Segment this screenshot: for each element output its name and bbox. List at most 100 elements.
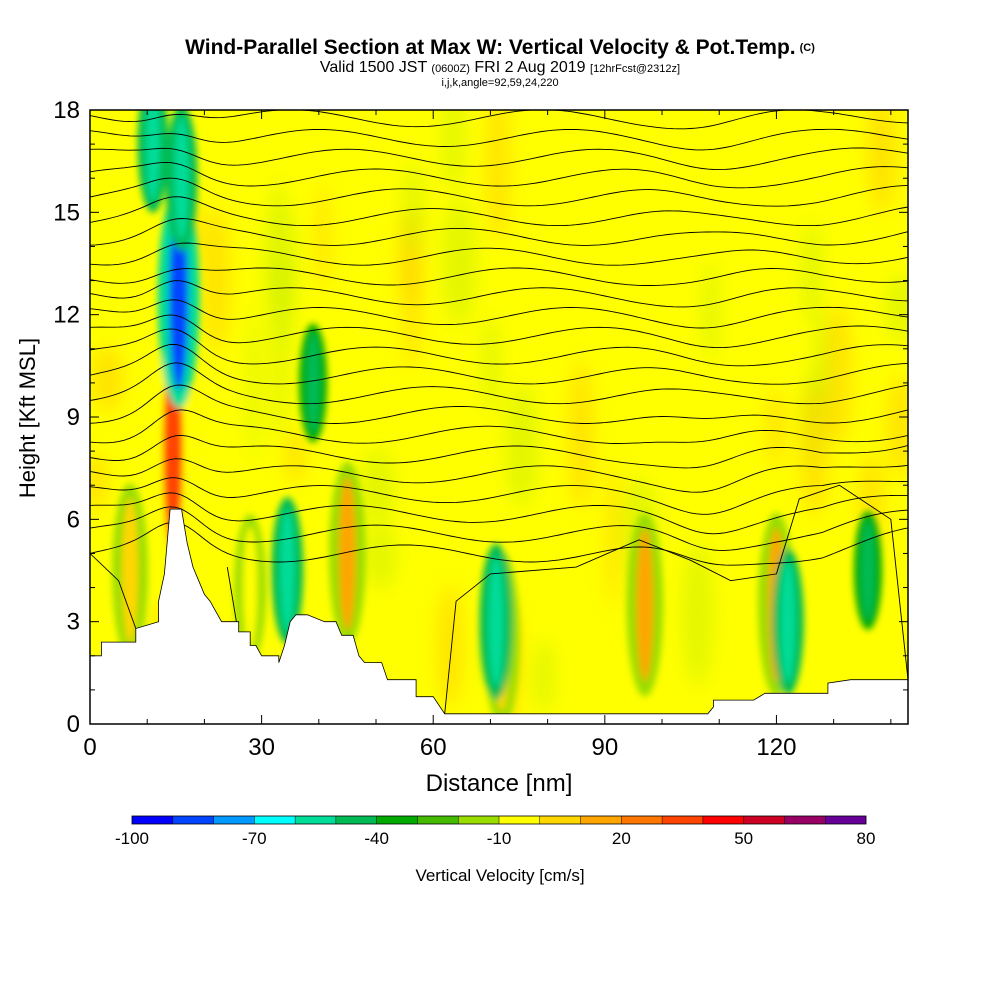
- section-params: i,j,k,angle=92,59,24,220: [441, 77, 559, 89]
- isentrope-line: [90, 458, 908, 493]
- potential-temperature-contours: [90, 40, 908, 714]
- field-texture-blob: [505, 384, 539, 507]
- field-texture-blob: [801, 220, 823, 322]
- y-tick-label: 15: [53, 199, 80, 226]
- colorbar-swatch: [254, 816, 296, 824]
- downdraft-cell: [174, 117, 189, 240]
- colorbar-swatch: [784, 816, 826, 824]
- x-tick-label: 30: [248, 734, 275, 761]
- field-texture-blob: [702, 261, 720, 362]
- field-texture-blob: [91, 345, 124, 412]
- field-texture-blob: [90, 451, 108, 512]
- field-texture-blob: [365, 523, 397, 589]
- colorbar-swatch: [295, 816, 337, 824]
- isentrope-line: [90, 434, 908, 469]
- x-tick-label: 90: [591, 734, 618, 761]
- isentrope-line: [90, 384, 908, 424]
- colorbar-swatch: [335, 816, 377, 824]
- field-texture-blob: [813, 308, 830, 412]
- isentrope-line: [90, 128, 908, 151]
- updraft-cell: [339, 476, 356, 631]
- isentrope-line: [90, 299, 908, 329]
- field-texture-blob: [315, 184, 330, 290]
- downdraft-cell: [780, 560, 796, 683]
- field-texture-blob: [887, 374, 908, 477]
- y-tick-label: 6: [67, 506, 80, 533]
- contour-loop: [444, 484, 908, 714]
- downdraft-cell: [280, 509, 295, 632]
- isentrope-line: [90, 521, 908, 566]
- isentrope-line: [90, 492, 908, 535]
- isentrope-line: [90, 343, 908, 385]
- field-texture-blob: [263, 202, 298, 319]
- colorbar-tick-label: 80: [857, 829, 876, 848]
- isentrope-line: [90, 362, 908, 405]
- colorbar-swatch: [580, 816, 622, 824]
- downdraft-cell: [145, 110, 160, 202]
- updraft-cell: [242, 526, 258, 649]
- colorbar: -100 -70 -40 -10 20 50 80: [115, 815, 876, 848]
- colorbar-tick-label: 50: [734, 829, 753, 848]
- isentrope-line: [90, 147, 908, 171]
- field-texture-blob: [272, 305, 289, 441]
- isentrope-line: [90, 409, 908, 444]
- colorbar-swatch: [539, 816, 581, 824]
- colorbar-swatch: [662, 816, 704, 824]
- colorbar-swatch: [825, 816, 867, 824]
- field-texture-blob: [360, 448, 395, 526]
- field-texture-blob: [442, 197, 477, 326]
- field-texture-blob: [482, 315, 501, 415]
- colorbar-swatch: [213, 816, 255, 824]
- isentrope-line: [90, 90, 908, 108]
- field-texture-blob: [682, 541, 713, 686]
- terrain-mask: [90, 508, 908, 724]
- x-axis-label: Distance [nm]: [426, 770, 573, 797]
- x-tick-label: 0: [83, 734, 96, 761]
- isentrope-line: [90, 40, 908, 67]
- field-texture-blob: [202, 207, 231, 353]
- isentrope-line: [90, 242, 908, 266]
- field-texture-blob: [886, 273, 908, 343]
- colorbar-tick-label: 20: [612, 829, 631, 848]
- field-texture-blob: [824, 303, 852, 445]
- contour-loop: [90, 553, 137, 629]
- field-texture-blob: [437, 585, 463, 708]
- isentrope-line: [90, 477, 908, 515]
- isentrope-line: [90, 65, 908, 87]
- x-tick-label: 60: [420, 734, 447, 761]
- field-texture-blob: [800, 380, 830, 518]
- field-texture-blob: [247, 306, 260, 462]
- colorbar-swatch: [499, 816, 541, 824]
- colorbar-tick-label: -100: [115, 829, 149, 848]
- field-texture-blob: [285, 430, 305, 484]
- field-texture-blob: [568, 360, 594, 510]
- isentrope-line: [90, 161, 908, 189]
- isentrope-line: [90, 506, 908, 551]
- y-axis-label: Height [Kft MSL]: [15, 338, 40, 498]
- colorbar-tick-label: -10: [487, 829, 512, 848]
- colorbar-swatch: [417, 816, 459, 824]
- isentrope-line: [90, 280, 908, 308]
- colorbar-swatch: [702, 816, 744, 824]
- colorbar-label: Vertical Velocity [cm/s]: [415, 866, 584, 885]
- updraft-cell: [121, 497, 139, 644]
- field-texture-blob: [442, 110, 465, 191]
- vertical-velocity-field: [112, 110, 883, 724]
- field-texture-blob: [533, 639, 554, 713]
- isentrope-line: [90, 328, 908, 367]
- isentrope-line: [90, 267, 908, 286]
- y-tick-label: 12: [53, 302, 80, 329]
- isentrope-line: [90, 218, 908, 246]
- field-texture-blob: [605, 461, 620, 608]
- downdraft-cell: [169, 205, 189, 390]
- colorbar-swatch: [132, 816, 174, 824]
- colorbar-tick-label: -40: [364, 829, 389, 848]
- y-tick-label: 18: [53, 97, 80, 124]
- colorbar-swatch: [172, 816, 214, 824]
- isentrope-line: [90, 196, 908, 227]
- chart-title: Wind-Parallel Section at Max W: Vertical…: [185, 36, 815, 59]
- isentrope-line: [90, 314, 908, 349]
- colorbar-tick-label: -70: [242, 829, 267, 848]
- colorbar-swatch: [458, 816, 500, 824]
